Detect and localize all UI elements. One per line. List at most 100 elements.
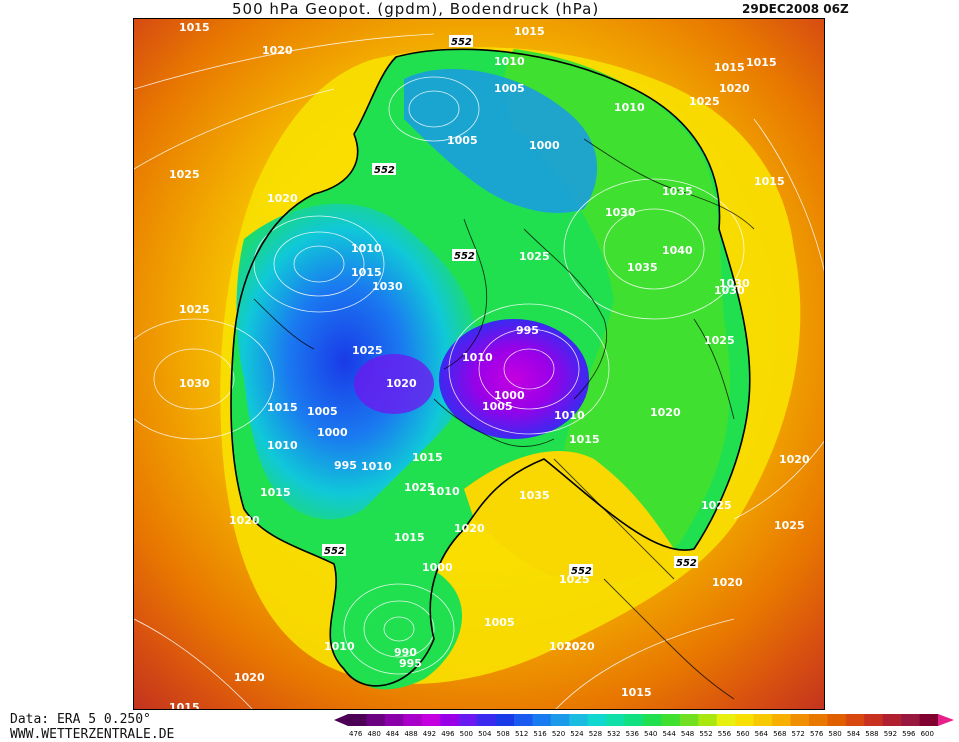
legend-tick-label: 564 — [755, 730, 769, 738]
pressure-label: 1025 — [704, 334, 735, 347]
legend-tick-label: 528 — [589, 730, 602, 738]
pressure-label: 1015 — [394, 531, 425, 544]
footer-source: Data: ERA 5 0.250° WWW.WETTERZENTRALE.DE — [10, 712, 174, 742]
pressure-label: 1010 — [462, 351, 493, 364]
legend-tick-label: 484 — [386, 730, 400, 738]
pressure-label: 1000 — [529, 139, 560, 152]
legend-swatch — [643, 714, 662, 726]
legend-tick-label: 512 — [515, 730, 528, 738]
pressure-label: 1025 — [519, 250, 550, 263]
pressure-label: 1025 — [689, 95, 720, 108]
pressure-label: 1020 — [712, 576, 743, 589]
legend-tick-label: 532 — [607, 730, 620, 738]
legend-swatch — [735, 714, 755, 726]
northern-trough — [404, 69, 598, 213]
legend-tick-label: 560 — [736, 730, 749, 738]
pressure-label: 1020 — [564, 640, 595, 653]
legend-tick-label: 552 — [699, 730, 712, 738]
legend-tick-label: 548 — [681, 730, 694, 738]
pressure-label: 1025 — [701, 499, 732, 512]
legend-tick-label: 572 — [792, 730, 805, 738]
legend-tick-label: 576 — [810, 730, 824, 738]
pressure-label: 1035 — [662, 185, 693, 198]
pressure-label: 990 — [394, 646, 417, 659]
legend-swatch — [384, 714, 404, 726]
pressure-label: 1000 — [422, 561, 453, 574]
website-label: WWW.WETTERZENTRALE.DE — [10, 727, 175, 742]
secondary-low-core — [354, 354, 434, 414]
map-canvas: 552 552 552 552 552 552 1015 1020 1015 1… — [134, 19, 824, 710]
pressure-label: 1020 — [454, 522, 485, 535]
legend-swatch — [477, 714, 496, 726]
contour-552-labels: 552 552 552 552 552 552 — [322, 35, 698, 577]
pressure-label: 1015 — [569, 433, 600, 446]
legend-swatch — [882, 714, 902, 726]
legend-swatch — [864, 714, 884, 726]
pressure-label: 1030 — [179, 377, 210, 390]
legend-tick-label: 480 — [367, 730, 380, 738]
pressure-label: 1015 — [514, 25, 545, 38]
pressure-label: 1005 — [447, 134, 478, 147]
pressure-label: 1040 — [662, 244, 693, 257]
pressure-label: 995 — [334, 459, 357, 472]
pressure-label: 1010 — [267, 439, 298, 452]
isobars — [134, 33, 824, 709]
pressure-label: 1005 — [482, 400, 513, 413]
pressure-label: 1015 — [412, 451, 443, 464]
pressure-label: 1030 — [719, 277, 750, 290]
legend-tick-label: 504 — [478, 730, 492, 738]
pressure-label: 1020 — [262, 44, 293, 57]
legend-swatch — [698, 714, 718, 726]
pressure-label: 995 — [516, 324, 539, 337]
contour-label: 552 — [454, 251, 475, 262]
coastlines — [253, 138, 755, 700]
legend-swatch — [753, 714, 773, 726]
legend-tick-label: 508 — [497, 730, 510, 738]
legend-swatch — [495, 714, 515, 726]
pressure-label: 1005 — [484, 616, 515, 629]
legend-tick-label: 524 — [570, 730, 584, 738]
legend-swatch — [348, 714, 367, 726]
legend-tick-label: 536 — [626, 730, 640, 738]
europe-ridge — [464, 450, 674, 583]
legend-tick-label: 500 — [460, 730, 473, 738]
pressure-label: 1020 — [267, 192, 298, 205]
pressure-label: 1025 — [169, 168, 200, 181]
pressure-label: 1030 — [714, 284, 745, 297]
pressure-label: 1010 — [554, 409, 585, 422]
pressure-label: 1010 — [361, 460, 392, 473]
legend-swatch — [679, 714, 699, 726]
legend-tick-label: 580 — [828, 730, 841, 738]
pressure-label: 1025 — [352, 344, 383, 357]
pressure-label: 1015 — [260, 486, 291, 499]
western-trough — [236, 203, 478, 520]
pressure-label: 1015 — [169, 701, 200, 710]
pressure-label: 1010 — [614, 101, 645, 114]
contour-label: 552 — [451, 37, 472, 48]
pressure-label: 1020 — [779, 453, 810, 466]
legend-tick-label: 476 — [349, 730, 363, 738]
pressure-label: 1025 — [559, 573, 590, 586]
legend-swatch — [569, 714, 589, 726]
legend-swatch — [421, 714, 441, 726]
atlantic-low — [337, 557, 463, 690]
pressure-label: 1020 — [386, 377, 417, 390]
pressure-label: 1025 — [179, 303, 210, 316]
contour-label: 552 — [324, 546, 345, 557]
pressure-label: 1015 — [746, 56, 777, 69]
pressure-label: 1020 — [229, 514, 260, 527]
pressure-label: 1015 — [179, 21, 210, 34]
contour-label: 552 — [374, 165, 395, 176]
pressure-label: 1015 — [754, 175, 785, 188]
legend-tick-label: 584 — [847, 730, 861, 738]
pressure-label: 1005 — [307, 405, 338, 418]
pressure-label: 1010 — [429, 485, 460, 498]
legend-swatch — [550, 714, 570, 726]
legend-swatch — [366, 714, 386, 726]
pressure-label: 1025 — [404, 481, 435, 494]
legend-swatch — [845, 714, 865, 726]
legend-tick-label: 600 — [921, 730, 934, 738]
legend-swatch — [458, 714, 478, 726]
legend-swatch — [808, 714, 828, 726]
legend-swatch — [513, 714, 533, 726]
